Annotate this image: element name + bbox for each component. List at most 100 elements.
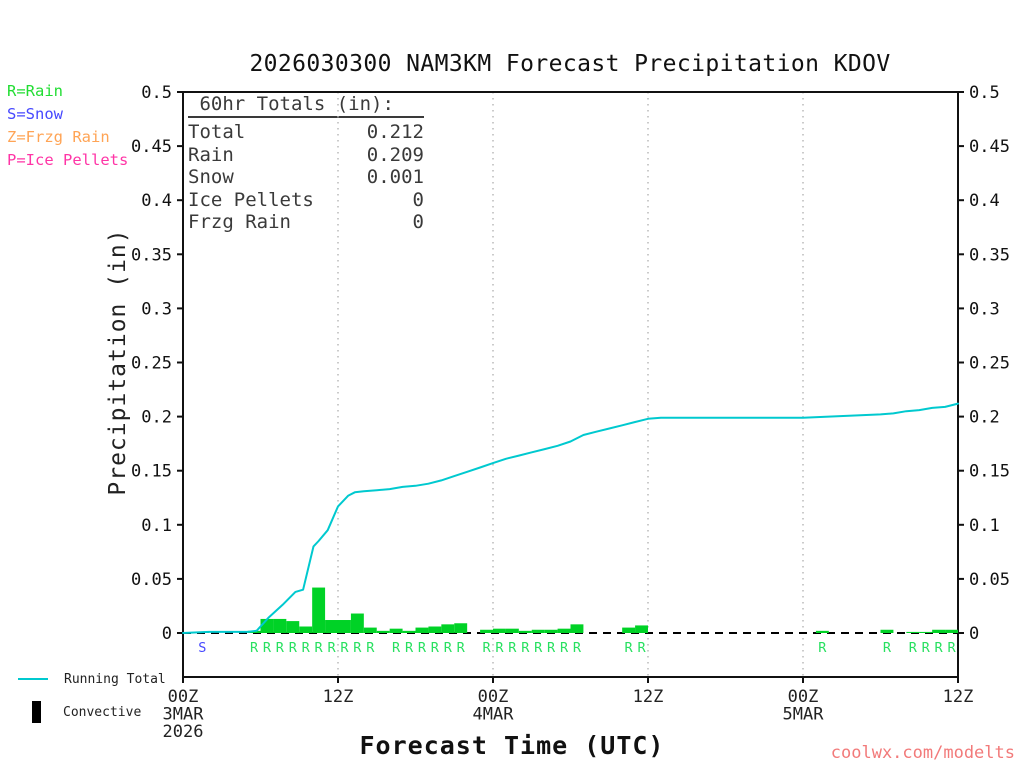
totals-value: 0.001: [366, 166, 424, 189]
precip-type-letter: R: [947, 640, 956, 656]
y-axis-tick-label: 0.5: [141, 83, 172, 103]
x-axis-tick-label: 00Z: [788, 687, 819, 707]
precip-type-letter: R: [935, 640, 944, 656]
hourly-precip-bar: [350, 613, 364, 633]
hourly-precip-bar: [312, 587, 326, 633]
hourly-precip-bar: [338, 620, 351, 633]
hourly-precip-bar: [299, 626, 313, 633]
hourly-precip-bar: [273, 618, 287, 633]
x-axis-tick-label: 5MAR: [783, 705, 825, 725]
precip-type-letter: R: [521, 640, 530, 656]
convective-bar-swatch: [32, 701, 41, 723]
totals-label: Rain: [188, 143, 234, 166]
y-axis-tick-label: 0.4: [969, 191, 1000, 211]
hourly-precip-bar: [480, 629, 493, 633]
precip-type-letter: R: [508, 640, 517, 656]
hourly-precip-bar: [919, 631, 933, 633]
x-axis-tick-label: 12Z: [323, 687, 354, 707]
totals-value: 0.212: [366, 121, 424, 143]
running-total-line: [182, 402, 959, 634]
precip-type-letter: R: [366, 640, 375, 656]
hourly-precip-bar: [325, 620, 338, 633]
hourly-precip-bar: [376, 630, 390, 633]
hourly-precip-bar: [454, 623, 468, 633]
legend-frzg-rain-label: Z=Frzg Rain: [7, 128, 110, 146]
legend-rain-label: R=Rain: [7, 82, 63, 100]
precip-type-letter: R: [315, 640, 324, 656]
precip-type-letter: R: [457, 640, 466, 656]
watermark-text: coolwx.com/modelts: [830, 743, 1015, 763]
x-axis-tick-label: 12Z: [943, 687, 974, 707]
precip-type-letter: R: [637, 640, 646, 656]
precip-type-letter: R: [250, 640, 259, 656]
totals-box: 60hr Totals (in): Total 0.212 Rain 0.209…: [188, 93, 424, 234]
precip-type-letter: R: [495, 640, 504, 656]
plot-frame: [182, 91, 959, 678]
hourly-precip-bar: [906, 631, 920, 633]
precip-type-letter: R: [883, 640, 892, 656]
hourly-precip-bar: [415, 627, 429, 633]
x-axis-tick-label: 4MAR: [473, 705, 515, 725]
hourly-precip-bar: [557, 628, 571, 633]
hourly-precip-bar: [402, 630, 416, 633]
precip-type-letter: R: [418, 640, 427, 656]
x-axis-tick-label: 00Z: [168, 687, 199, 707]
y-axis-tick-label: 0.35: [969, 245, 1010, 265]
precip-type-letter: R: [276, 640, 285, 656]
y-axis-tick-label: 0: [162, 624, 172, 644]
hourly-precip-bar: [570, 624, 584, 633]
y-axis-tick-label: 0.35: [131, 245, 172, 265]
y-axis-tick-label: 0.25: [969, 354, 1010, 374]
totals-value: 0: [412, 211, 424, 234]
precip-type-letter: R: [289, 640, 298, 656]
legend-convective: Convective: [15, 701, 166, 723]
x-axis-title: Forecast Time (UTC): [359, 731, 665, 760]
totals-row-snow: Snow 0.001: [188, 166, 424, 189]
y-axis-tick-label: 0.15: [131, 462, 172, 482]
hourly-precip-bar: [531, 629, 545, 633]
y-axis-tick-label: 0.1: [141, 516, 172, 536]
x-axis-tick-label: 3MAR: [163, 705, 205, 725]
precip-type-letter: R: [573, 640, 582, 656]
hourly-precip-bar: [518, 630, 532, 633]
precip-type-letter: R: [353, 640, 362, 656]
y-axis-tick-label: 0.3: [141, 299, 172, 319]
hourly-precip-bar: [428, 626, 442, 633]
legend-ice-pellets-label: P=Ice Pellets: [7, 151, 129, 169]
y-axis-tick-label: 0.3: [969, 299, 1000, 319]
totals-header: 60hr Totals (in):: [188, 93, 424, 118]
precip-type-letter: R: [547, 640, 556, 656]
hourly-precip-bar: [635, 625, 648, 633]
totals-row-rain: Rain 0.209: [188, 144, 424, 167]
x-axis-tick-label: 12Z: [633, 687, 664, 707]
hourly-precip-bar: [493, 628, 506, 633]
y-axis-tick-label: 0.15: [969, 462, 1010, 482]
y-axis-tick-label: 0.2: [141, 408, 172, 428]
totals-label: Ice Pellets: [188, 188, 314, 211]
y-axis-tick-label: 0.45: [131, 137, 172, 157]
precip-type-legend: R=Rain S=Snow Z=Frzg Rain P=Ice Pellets: [7, 80, 128, 172]
totals-value: 0.209: [366, 143, 424, 166]
totals-row-total: Total 0.212: [188, 121, 424, 144]
totals-label: Frzg Rain: [188, 211, 291, 234]
running-total-line-swatch: [18, 678, 48, 680]
precip-type-letter: S: [198, 640, 206, 656]
hourly-precip-bar: [544, 629, 558, 633]
x-axis-tick-label: 2026: [163, 722, 204, 742]
hourly-precip-bar: [880, 629, 894, 633]
precip-type-letter: R: [818, 640, 827, 656]
chart-title: 2026030300 NAM3KM Forecast Precipitation…: [249, 51, 891, 77]
precip-type-letter: R: [560, 640, 569, 656]
y-axis-tick-label: 0.1: [969, 516, 1000, 536]
precip-type-letter: R: [909, 640, 918, 656]
hourly-precip-bar: [815, 630, 829, 633]
x-axis-tick-label: 00Z: [478, 687, 509, 707]
running-total-label: Running Total: [64, 671, 166, 687]
y-axis-tick-label: 0.05: [131, 570, 172, 590]
y-axis-tick-label: 0.2: [969, 408, 1000, 428]
precip-type-letter: R: [444, 640, 453, 656]
y-axis-tick-label: 0.05: [969, 570, 1010, 590]
convective-label: Convective: [63, 704, 142, 720]
